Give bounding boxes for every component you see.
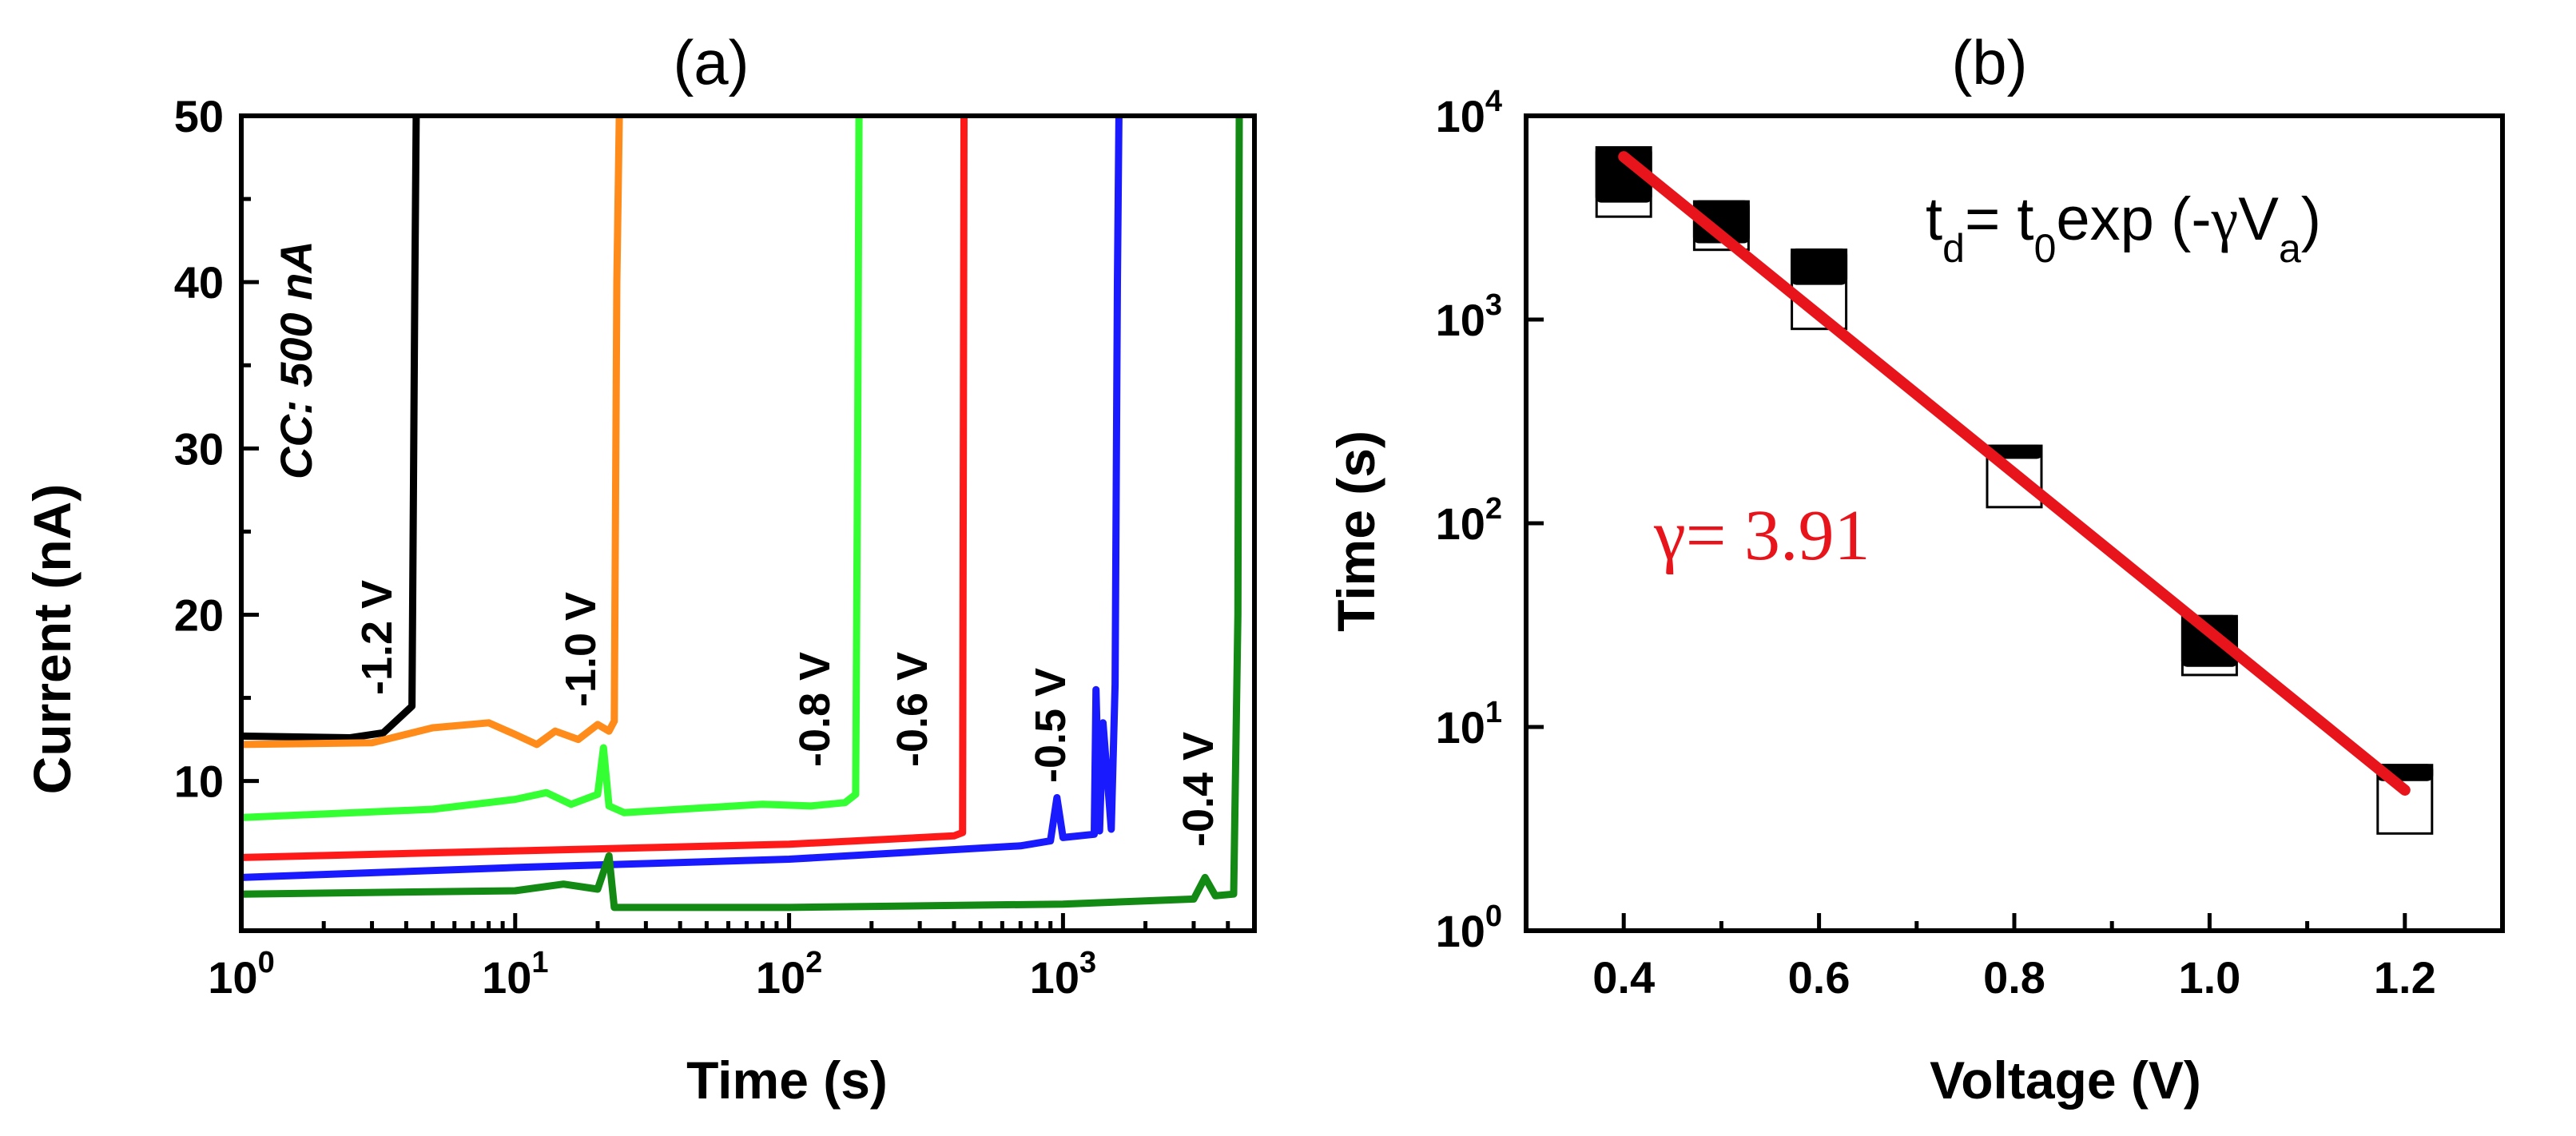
data-point-marker	[1791, 248, 1848, 285]
panel-b-y-axis-label: Time (s)	[1326, 431, 1385, 632]
y-tick-label: 10	[174, 757, 224, 807]
x-tick-label-base: 10	[482, 952, 531, 1003]
y-tick-label: 30	[174, 423, 224, 474]
y-tick-label-exponent: 1	[1485, 696, 1502, 729]
x-tick-label: 1.2	[2374, 952, 2436, 1003]
equation-eq: = t	[1965, 185, 2034, 253]
y-tick-label-base: 10	[1436, 91, 1485, 141]
panel-a: (a) Current (nA) Time (s) 100 101 102 10310…	[22, 27, 1257, 1110]
panel-b-plot-frame	[1524, 113, 2505, 933]
equation-sub-d: d	[1942, 226, 1965, 271]
x-tick-label-base: 10	[208, 952, 257, 1003]
y-tick-label-exponent: 4	[1485, 85, 1502, 118]
gamma-value-label: γ= 3.91	[1653, 496, 1870, 575]
x-tick-label-base: 10	[756, 952, 805, 1003]
y-tick-label-base: 10	[1436, 702, 1485, 753]
curve-label-0-4v: -0.4 V	[1175, 732, 1222, 847]
panel-a-title: (a)	[673, 27, 749, 97]
x-tick-label: 0.6	[1788, 952, 1851, 1003]
series-line-3	[241, 116, 968, 861]
curve-label-1-2v: -1.2 V	[353, 580, 401, 695]
panel-a-plot-frame	[239, 113, 1257, 933]
panel-a-x-axis-label: Time (s)	[686, 1051, 888, 1110]
equation-v: V	[2238, 185, 2279, 253]
x-tick-label-base: 10	[1030, 952, 1079, 1003]
panel-b-marks	[1595, 146, 2434, 835]
equation-exp: exp (-	[2056, 185, 2211, 253]
x-tick-label-exponent: 3	[1079, 946, 1096, 979]
x-tick-label: 0.8	[1983, 952, 2045, 1003]
panel-a-y-axis-label: Current (nA)	[22, 484, 81, 795]
x-tick-label-exponent: 2	[805, 946, 822, 979]
fit-line	[1618, 151, 2411, 796]
y-tick-label-exponent: 0	[1485, 900, 1502, 933]
y-tick-label: 102	[1436, 492, 1502, 549]
panel-b-x-axis-label: Voltage (V)	[1930, 1051, 2201, 1110]
y-tick-label: 104	[1436, 85, 1502, 141]
series-line-5	[241, 116, 1243, 912]
equation-close: )	[2301, 185, 2321, 253]
x-tick-label-exponent: 1	[531, 946, 548, 979]
x-tick-label: 101	[482, 946, 548, 1003]
x-tick-label: 1.0	[2178, 952, 2240, 1003]
series-line-1	[241, 116, 623, 749]
equation-gamma: γ	[2211, 186, 2239, 253]
y-tick-label-exponent: 2	[1485, 492, 1502, 526]
panel-b-title: (b)	[1951, 27, 2027, 97]
curve-label-0-6v: -0.6 V	[888, 652, 936, 767]
equation-sub-a: a	[2279, 226, 2301, 271]
x-tick-label-exponent: 0	[258, 946, 275, 979]
x-tick-label: 100	[208, 946, 274, 1003]
x-tick-label: 102	[756, 946, 822, 1003]
curve-label-0-8v: -0.8 V	[791, 652, 839, 767]
x-tick-label: 0.4	[1592, 952, 1655, 1003]
equation-sub-0: 0	[2034, 226, 2057, 271]
series-line-0	[241, 116, 420, 741]
series-line-2	[241, 116, 863, 821]
y-tick-label: 20	[174, 590, 224, 640]
y-tick-label-base: 10	[1436, 295, 1485, 345]
series-line-4	[241, 116, 1123, 881]
data-point-marker	[2180, 614, 2238, 667]
equation-t: t	[1926, 185, 1942, 253]
y-tick-label: 40	[174, 257, 224, 308]
y-tick-label-base: 10	[1436, 906, 1485, 956]
x-tick-label: 103	[1030, 946, 1096, 1003]
y-tick-label: 103	[1436, 288, 1502, 345]
y-tick-label: 100	[1436, 900, 1502, 956]
equation-label: td= t0exp (-γVa)	[1926, 185, 2321, 271]
y-tick-label-base: 10	[1436, 498, 1485, 549]
panel-a-curves	[241, 116, 1243, 912]
cc-annotation: CC: 500 nA	[271, 240, 321, 479]
curve-label-0-5v: -0.5 V	[1027, 668, 1075, 783]
y-tick-label: 50	[174, 91, 224, 141]
curve-label-1-0v: -1.0 V	[557, 592, 605, 707]
y-tick-label-exponent: 3	[1485, 288, 1502, 322]
y-tick-label: 101	[1436, 696, 1502, 753]
panel-b: (b) Time (s) Voltage (V) 0.4 0.6 0.8 1.0 1.2…	[1326, 27, 2505, 1110]
